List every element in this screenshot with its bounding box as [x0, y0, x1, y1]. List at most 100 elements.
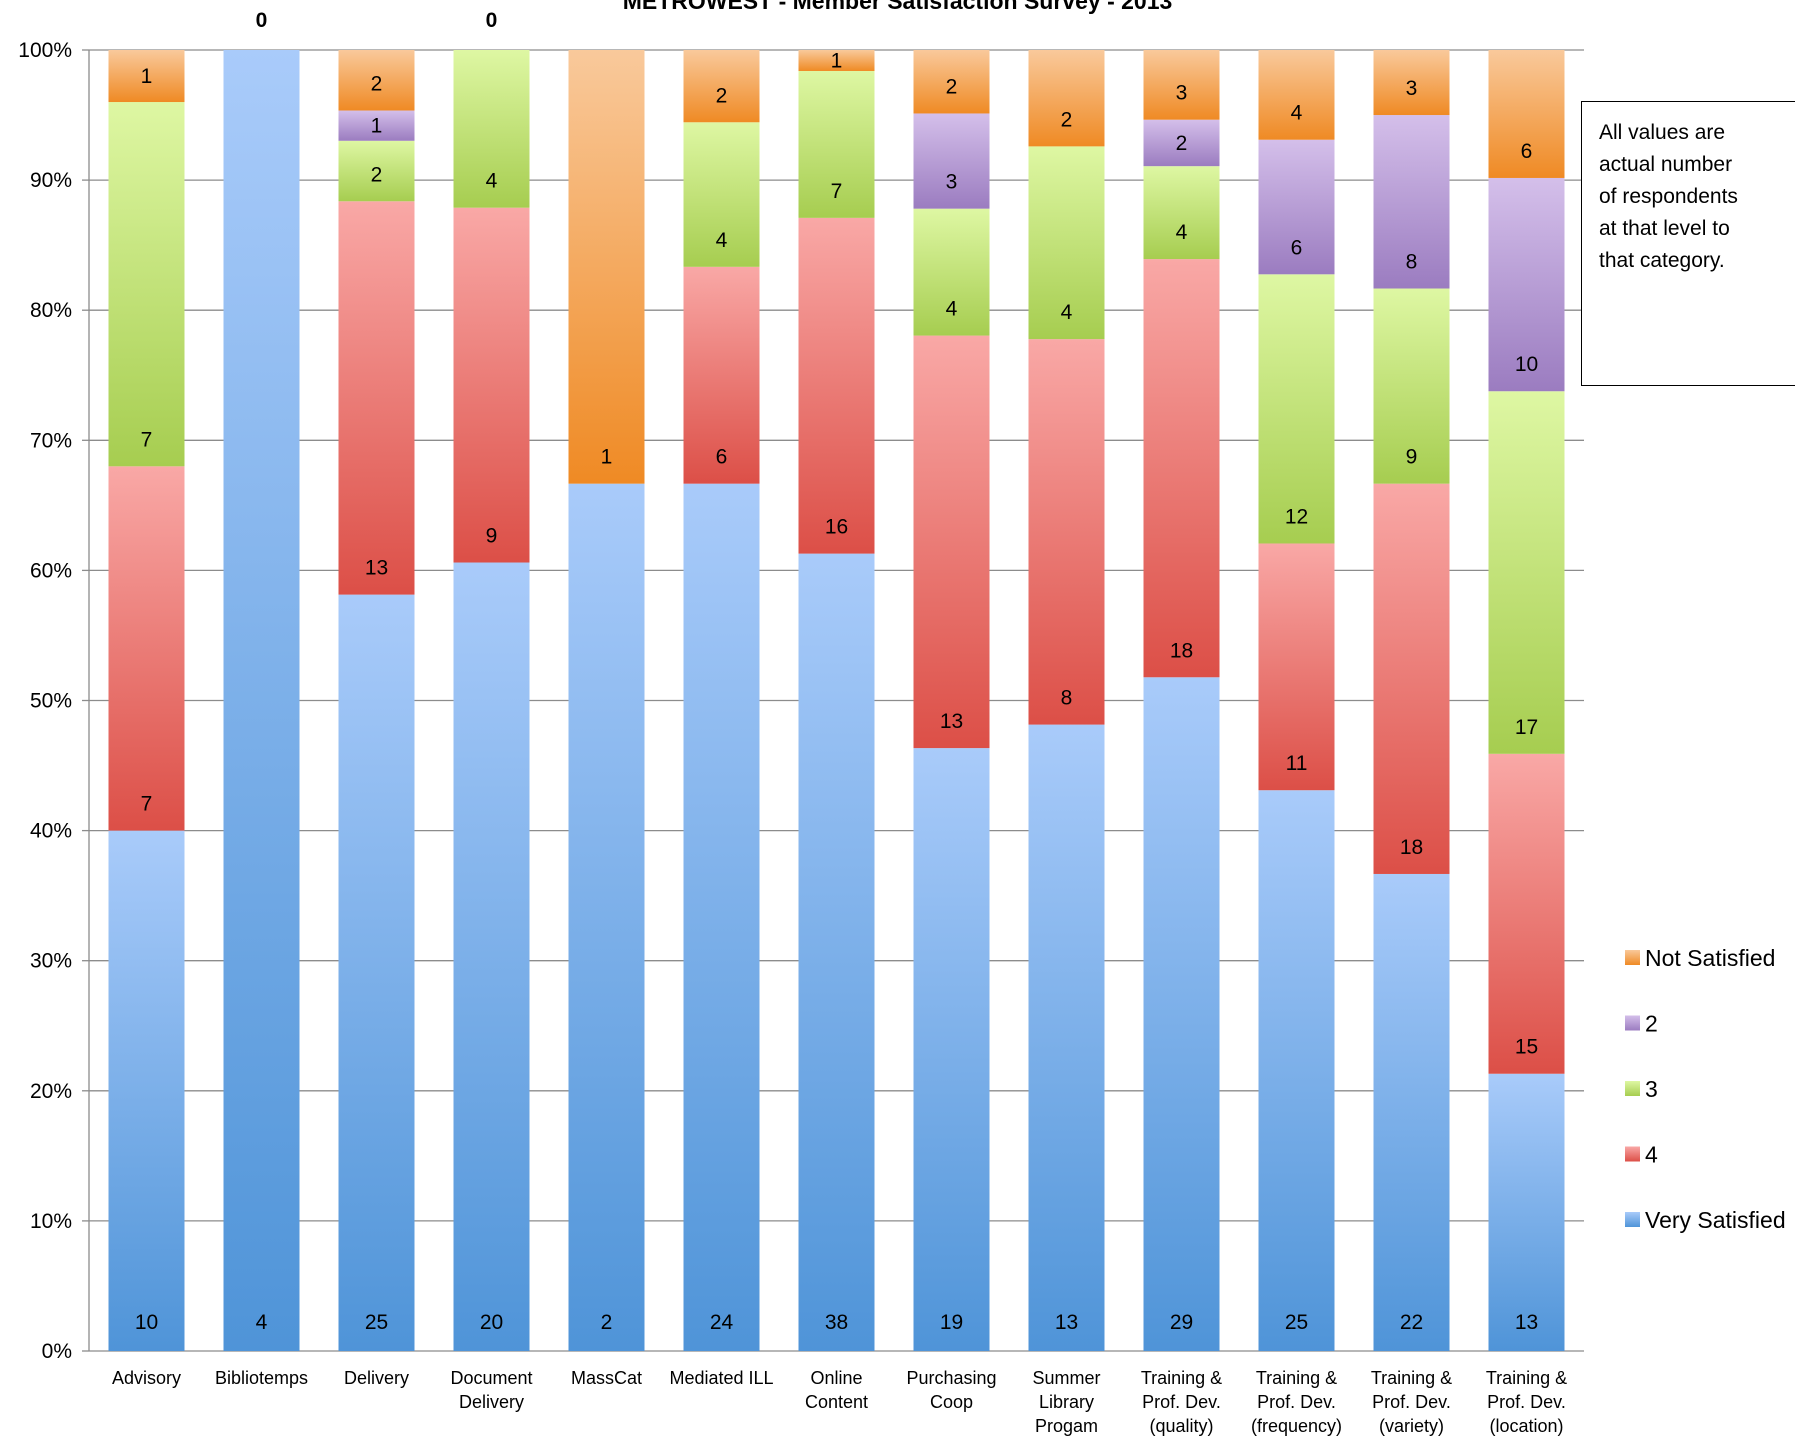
- x-tick-label: Library: [1039, 1392, 1094, 1412]
- bar-segment: [1488, 177, 1565, 392]
- legend-swatch: [1625, 1015, 1640, 1031]
- data-label: 2: [371, 73, 383, 96]
- data-label: 6: [1291, 236, 1303, 259]
- data-label: 1: [601, 446, 613, 469]
- data-label: 2: [946, 75, 958, 98]
- data-label: 3: [946, 171, 958, 194]
- x-tick-label: Prof. Dev.: [1142, 1392, 1221, 1412]
- x-tick-label: Document: [450, 1368, 532, 1388]
- bar-segment: [1028, 724, 1105, 1351]
- bar-segment: [1488, 50, 1565, 178]
- axes: 0% 10% 20% 30% 40% 50% 60% 70% 80% 90% 100% Advisor…: [18, 39, 1567, 1436]
- x-tick-label: (location): [1489, 1416, 1563, 1436]
- y-tick-label: 60%: [30, 559, 72, 582]
- y-tick-label: 50%: [30, 690, 72, 713]
- data-label: 4: [486, 170, 498, 193]
- bar-segment: [913, 50, 990, 114]
- data-label: 8: [1406, 251, 1418, 274]
- bar-segment: [338, 140, 415, 202]
- bar-segment: [338, 110, 415, 141]
- bar-segment: [1258, 274, 1335, 544]
- chart-title: METROWEST - Member Satisfaction Survey -…: [622, 0, 1173, 14]
- legend: Not Satisfied 2 3 4 Very Satisfied: [1625, 945, 1786, 1233]
- bar-segment: [453, 207, 530, 563]
- bars: [108, 50, 1565, 1352]
- annotation-line: All values are: [1599, 121, 1726, 144]
- data-label: 13: [1515, 1311, 1538, 1334]
- value-labels: 1077140251321220940212464238167119134321…: [135, 9, 1538, 1334]
- bar-segment: [798, 70, 875, 218]
- data-label: 3: [1176, 82, 1188, 105]
- x-tick-label: MassCat: [571, 1368, 642, 1388]
- data-label: 29: [1170, 1311, 1193, 1334]
- x-tick-label: Training &: [1486, 1368, 1567, 1388]
- x-tick-label: Prof. Dev.: [1257, 1392, 1336, 1412]
- x-tick-label: Prof. Dev.: [1372, 1392, 1451, 1412]
- y-tick-label: 40%: [30, 820, 72, 843]
- data-label: 1: [141, 65, 153, 88]
- bar-segment: [223, 50, 300, 1351]
- data-label: 18: [1170, 639, 1193, 662]
- bar-segment: [1028, 339, 1105, 725]
- bar-segment: [1143, 677, 1220, 1351]
- data-label: 4: [1176, 221, 1188, 244]
- data-label: 20: [480, 1311, 503, 1334]
- bar-segment: [913, 208, 990, 336]
- data-label: 4: [716, 229, 728, 252]
- bar-segment: [108, 830, 185, 1351]
- bar-segment: [453, 562, 530, 1351]
- x-tick-label: Summer: [1032, 1368, 1100, 1388]
- bar-segment: [1143, 166, 1220, 260]
- legend-swatch: [1625, 950, 1640, 965]
- data-label: 13: [940, 710, 963, 733]
- bar-segment: [1373, 873, 1450, 1351]
- y-tick-label: 70%: [30, 429, 72, 452]
- bar-segment: [108, 466, 185, 831]
- x-tick-label: Purchasing: [906, 1368, 996, 1388]
- bar-segment: [683, 266, 760, 484]
- data-label: 12: [1285, 505, 1308, 528]
- data-label: 25: [1285, 1311, 1308, 1334]
- bar-segment: [1373, 483, 1450, 874]
- data-label: 24: [710, 1311, 734, 1334]
- data-label: 13: [1055, 1311, 1078, 1334]
- bar-segment: [1143, 259, 1220, 678]
- data-label: 8: [1061, 687, 1073, 710]
- bar-segment: [1258, 543, 1335, 791]
- x-tick-label: Progam: [1035, 1416, 1098, 1436]
- y-tick-label: 0%: [42, 1340, 72, 1363]
- data-label: 2: [1061, 108, 1073, 131]
- x-tick-label: Advisory: [112, 1368, 181, 1388]
- x-tick-label: Bibliotemps: [215, 1368, 308, 1388]
- bar-segment: [1488, 753, 1565, 1074]
- data-label: 4: [1291, 102, 1303, 125]
- legend-label: 2: [1645, 1011, 1658, 1037]
- data-label: 2: [601, 1311, 613, 1334]
- bar-segment: [798, 217, 875, 554]
- x-tick-label: (variety): [1379, 1416, 1444, 1436]
- bar-segment: [913, 335, 990, 749]
- bar-segment: [338, 594, 415, 1351]
- data-label: 2: [1176, 132, 1188, 155]
- bar-segment: [798, 50, 875, 71]
- data-label: 17: [1515, 716, 1538, 739]
- bar-segment: [1258, 790, 1335, 1351]
- bar-segment: [338, 50, 415, 111]
- x-tick-label: Prof. Dev.: [1487, 1392, 1566, 1412]
- data-label: 1: [371, 115, 383, 138]
- data-label: 6: [1521, 140, 1533, 163]
- bar-segment: [108, 102, 185, 467]
- bar-segment: [1028, 146, 1105, 340]
- y-tick-label: 30%: [30, 950, 72, 973]
- bar-segment: [1373, 115, 1450, 289]
- annotation-text: All values are actual number of responde…: [1599, 117, 1789, 277]
- data-label: 4: [946, 298, 958, 321]
- bar-segment: [683, 50, 760, 123]
- data-label: 22: [1400, 1311, 1423, 1334]
- bar-segment: [568, 483, 645, 1352]
- bar-segment: [1028, 50, 1105, 147]
- legend-label: 4: [1645, 1142, 1658, 1168]
- data-label: 15: [1515, 1036, 1538, 1059]
